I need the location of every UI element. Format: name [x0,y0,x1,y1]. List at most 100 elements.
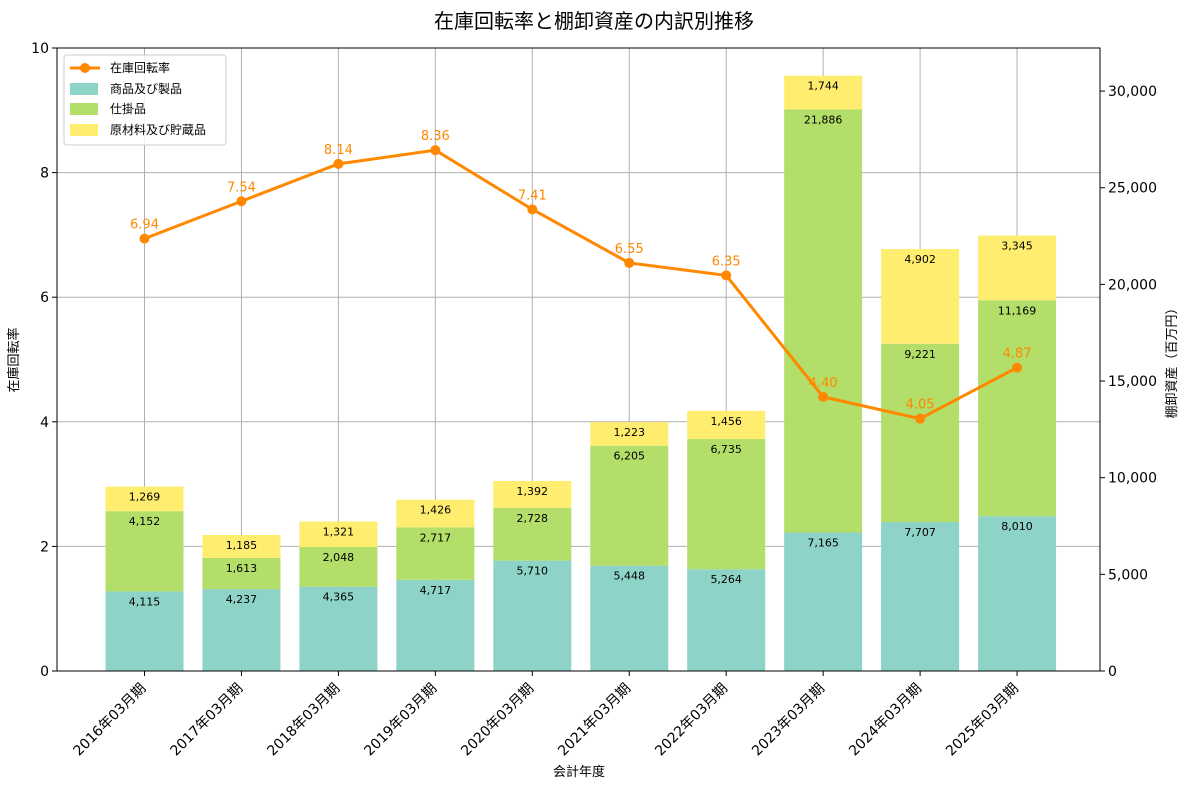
legend-label: 仕掛品 [110,101,146,116]
bar-segment-0 [881,522,960,671]
bar-segment-2 [784,75,863,110]
x-tick-label: 2022年03月期 [652,681,731,760]
y-right-tick-label: 5,000 [1108,567,1148,583]
y-left-tick-label: 4 [40,415,49,431]
bar-segment-1 [784,109,863,533]
bar-segment-2 [590,422,669,446]
y-left-axis: 0 2 4 6 8 10 [31,41,57,680]
chart-title: 在庫回転率と棚卸資産の内訳別推移 [434,9,754,33]
turnover-line: 6.94 7.54 8.14 8.36 7.41 6.55 6.35 4.40 4.05 4.87 [130,129,1032,424]
y-left-tick-label: 8 [40,166,49,182]
bar-segment-0 [687,569,766,671]
turnover-polyline [143,148,1018,421]
bar-value-label: 2,728 [517,512,549,525]
y-right-tick-label: 25,000 [1108,181,1157,197]
bar-value-label: 1,744 [807,80,839,93]
bar-segment-2 [299,521,378,548]
x-axis: 2016年03月期 2017年03月期 2018年03月期 2019年03月期 2020… [71,671,1022,759]
y-right-tick-label: 15,000 [1108,374,1157,390]
bar-value-label: 4,115 [129,595,161,608]
y-left-tick-label: 6 [40,290,49,306]
bar-segment-1 [590,445,669,566]
bar-segment-0 [299,586,378,671]
turnover-point [139,233,150,244]
bar-segment-1 [687,439,766,570]
turnover-value-label: 6.55 [615,242,644,257]
bar-segment-2 [202,535,281,558]
turnover-point [236,196,247,207]
y-right-axis: 0 5,000 10,000 15,000 20,000 25,000 30,000 [1100,84,1157,680]
bar-value-label: 4,717 [420,584,452,597]
legend-label: 在庫回転率 [110,60,170,75]
bar-value-label: 5,710 [517,565,549,578]
turnover-point [1012,362,1023,373]
bar-value-label: 4,237 [226,593,258,606]
bar-value-label: 3,345 [1001,240,1033,253]
bar-segment-0 [396,579,475,671]
bar-value-label: 2,717 [420,531,452,544]
y-right-tick-label: 10,000 [1108,471,1157,487]
bar-value-label: 7,165 [807,536,839,549]
bar-segment-0 [590,565,669,671]
bar-value-label: 1,223 [614,426,646,439]
bar-value-label: 21,886 [804,113,843,126]
bar-segment-2 [978,235,1057,301]
y-right-tick-label: 20,000 [1108,277,1157,293]
turnover-point [333,158,344,169]
bar-value-label: 1,269 [129,491,161,504]
turnover-point [527,204,538,215]
bar-labels: 4,115 4,152 1,269 4,237 1,613 1,185 4,365 2,048… [129,80,1037,609]
bar-value-label: 7,707 [904,526,936,539]
bar-value-label: 1,456 [710,415,742,428]
bar-value-label: 5,448 [614,570,646,583]
y-left-label: 在庫回転率 [6,327,22,392]
bars [105,75,1057,671]
y-left-tick-label: 10 [31,41,49,57]
bar-segment-2 [493,480,572,508]
x-tick-label: 2024年03月期 [846,681,925,760]
bar-value-label: 1,185 [226,539,258,552]
bar-value-label: 6,735 [710,443,742,456]
bar-segment-2 [687,410,766,440]
bar-segment-1 [881,343,960,523]
turnover-point [624,257,635,268]
bar-value-label: 1,392 [517,485,549,498]
x-tick-label: 2021年03月期 [555,681,634,760]
bar-value-label: 9,221 [904,348,936,361]
y-right-label: 棚卸資産（百万円） [1164,301,1180,418]
bar-value-label: 1,321 [323,525,355,538]
y-left-tick-label: 0 [40,664,49,680]
turnover-value-label: 8.14 [324,143,353,158]
legend-label: 原材料及び貯蔵品 [110,123,206,137]
bar-value-label: 11,169 [998,304,1037,317]
legend-label: 商品及び製品 [110,81,182,96]
bar-value-label: 5,264 [710,573,742,586]
bar-segment-0 [105,591,184,671]
turnover-value-label: 7.41 [518,188,547,203]
turnover-value-label: 4.05 [906,398,935,413]
bar-value-label: 8,010 [1001,520,1033,533]
bar-value-label: 4,365 [323,591,355,604]
x-tick-label: 2017年03月期 [167,681,246,760]
x-tick-label: 2025年03月期 [943,681,1022,760]
bar-segment-2 [105,486,184,512]
x-tick-label: 2016年03月期 [71,681,150,760]
legend-swatch [70,83,98,95]
y-left-tick-label: 2 [40,539,49,555]
bar-segment-0 [202,589,281,671]
turnover-value-label: 6.35 [712,254,741,269]
plot-frame [56,47,1101,672]
bar-segment-2 [396,499,475,528]
bar-value-label: 6,205 [614,450,646,463]
bar-value-label: 1,426 [420,504,452,517]
x-tick-label: 2018年03月期 [264,681,343,760]
bar-segment-1 [396,527,475,580]
legend-line-marker [80,63,90,73]
bar-value-label: 1,613 [226,562,258,575]
turnover-point [721,270,732,281]
bar-segment-1 [299,547,378,587]
legend-box [63,54,227,146]
bar-segment-0 [978,516,1057,671]
turnover-value-label: 6.94 [130,218,159,233]
